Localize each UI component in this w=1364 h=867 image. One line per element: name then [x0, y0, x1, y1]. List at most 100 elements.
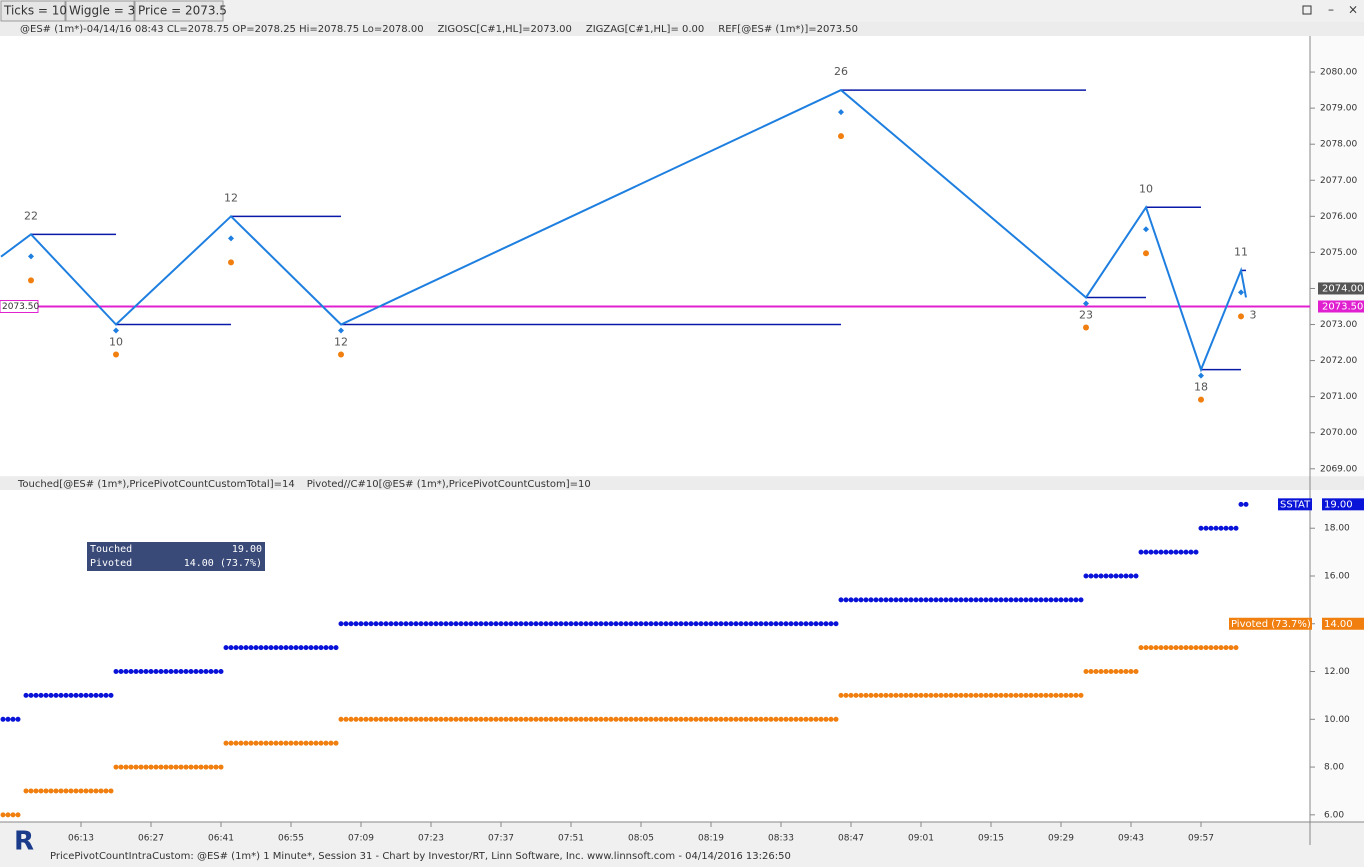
- plot-area: [0, 490, 1310, 822]
- footer: PricePivotCountIntraCustom: @ES# (1m*) 1…: [50, 851, 791, 862]
- y-tick-label: 2073.00: [1320, 320, 1357, 330]
- y-tick-label: 12.00: [1324, 667, 1350, 677]
- marker: [1238, 313, 1244, 320]
- x-tick-label: 09:57: [1188, 834, 1214, 844]
- tag: [1278, 498, 1312, 511]
- x-tick-label: 08:47: [838, 834, 864, 844]
- x-tick-label: 06:27: [138, 834, 164, 844]
- y-tick-label: 8.00: [1324, 763, 1344, 773]
- price-label: 2074.00: [1322, 283, 1363, 294]
- zigzag: [0, 88, 1247, 373]
- marker: [28, 277, 34, 284]
- pivot-count: 10: [109, 336, 123, 349]
- legend-entry: ZIGOSC[C#1,HL]=2073.00: [438, 24, 572, 35]
- x-tick-label: 06:13: [68, 834, 94, 844]
- ref-tag: [0, 299, 39, 313]
- marker: [113, 327, 119, 334]
- y-tick-label: 2080.00: [1320, 68, 1357, 78]
- stats-value: 19.00: [232, 544, 262, 555]
- button[interactable]: [134, 0, 224, 22]
- marker: [838, 133, 844, 140]
- x-tick-label: 07:51: [558, 834, 584, 844]
- legend-bar: [0, 22, 1364, 36]
- y-tick-label: 16.00: [1324, 571, 1350, 581]
- legend-entry: REF[@ES# (1m*)]=2073.50: [718, 24, 858, 35]
- x-tick-label: 07:37: [488, 834, 514, 844]
- button[interactable]: [0, 0, 66, 22]
- pivot-count: 3: [1250, 308, 1257, 321]
- pivot-count: 18: [1194, 381, 1208, 394]
- y-tick-label: 2079.00: [1320, 104, 1357, 114]
- tag-label: SSTAT: [1280, 499, 1311, 510]
- x-tick-label: 07:23: [418, 834, 444, 844]
- close-button[interactable]: ×: [1348, 3, 1358, 17]
- pivot-count: 10: [1139, 182, 1153, 195]
- marker: [28, 253, 34, 260]
- marker: [1083, 324, 1089, 331]
- marker: [1083, 300, 1089, 307]
- pivot-count: 11: [1234, 245, 1248, 258]
- stats-name: Pivoted: [90, 558, 132, 569]
- x-tick-label: 08:19: [698, 834, 724, 844]
- plot-area: [0, 36, 1310, 476]
- marker: [228, 235, 234, 242]
- tag: [1322, 617, 1364, 630]
- pivot-count: 12: [334, 336, 348, 349]
- minimize-button[interactable]: –: [1328, 3, 1334, 17]
- ref-label: 2073.50: [2, 302, 39, 312]
- axis-area: [1310, 490, 1364, 822]
- x-tick-label: 06:41: [208, 834, 234, 844]
- marker: [1238, 289, 1244, 296]
- y-tick-label: 6.00: [1324, 810, 1344, 820]
- tag-label: 19.00: [1324, 499, 1353, 510]
- price-tag: [1318, 282, 1364, 295]
- marker: [1198, 396, 1204, 403]
- x-tick-label: 08:33: [768, 834, 794, 844]
- y-tick-label: 2078.00: [1320, 140, 1357, 150]
- tag: [1322, 498, 1364, 511]
- restore-button[interactable]: [1302, 5, 1312, 15]
- legend-entry: Pivoted//C#10[@ES# (1m*),PricePivotCount…: [307, 479, 591, 490]
- x-tick-label: 09:43: [1118, 834, 1144, 844]
- tag-label: Pivoted (73.7%): [1231, 619, 1311, 630]
- y-tick-label: 18.00: [1324, 524, 1350, 534]
- marker: [838, 109, 844, 116]
- marker: [1198, 372, 1204, 379]
- x-tick-label: 07:09: [348, 834, 374, 844]
- y-tick-label: 2069.00: [1320, 464, 1357, 474]
- marker: [113, 351, 119, 358]
- button-label[interactable]: Wiggle = 3: [69, 4, 135, 18]
- x-tick-label: 08:05: [628, 834, 654, 844]
- pivot-count: 23: [1079, 308, 1093, 321]
- stats-value: 14.00 (73.7%): [184, 558, 262, 569]
- legend-entry: @ES# (1m*)-04/14/16 08:43 CL=2078.75 OP=…: [20, 24, 424, 35]
- legend-bar: [0, 477, 1364, 490]
- y-tick-label: 2076.00: [1320, 212, 1357, 222]
- marker: [1143, 250, 1149, 257]
- x-tick-label: 06:55: [278, 834, 304, 844]
- ref-label: 2073.50: [1322, 301, 1363, 312]
- axis-area: [1310, 36, 1364, 476]
- y-tick-label: 10.00: [1324, 715, 1350, 725]
- x-tick-label: 09:15: [978, 834, 1004, 844]
- tag-label: 14.00: [1324, 619, 1353, 630]
- ref-tag: [1318, 300, 1364, 313]
- status-bar: [0, 845, 1364, 863]
- pivot-count: 22: [24, 209, 38, 222]
- marker: [338, 327, 344, 334]
- y-tick-label: 2071.00: [1320, 392, 1357, 402]
- tag: [1229, 617, 1312, 630]
- button-label[interactable]: Price = 2073.5: [138, 4, 227, 18]
- marker: [338, 351, 344, 358]
- x-tick-label: 09:29: [1048, 834, 1074, 844]
- button[interactable]: [65, 0, 135, 22]
- logo: R: [14, 827, 34, 857]
- y-tick-label: 2070.00: [1320, 428, 1357, 438]
- pivot-count: 26: [834, 65, 848, 78]
- legend-entry: ZIGZAG[C#1,HL]= 0.00: [586, 24, 704, 35]
- button-label[interactable]: Ticks = 10: [3, 4, 67, 18]
- y-tick-label: 2077.00: [1320, 176, 1357, 186]
- toolbar: [0, 0, 1364, 22]
- stats-box: [87, 542, 265, 571]
